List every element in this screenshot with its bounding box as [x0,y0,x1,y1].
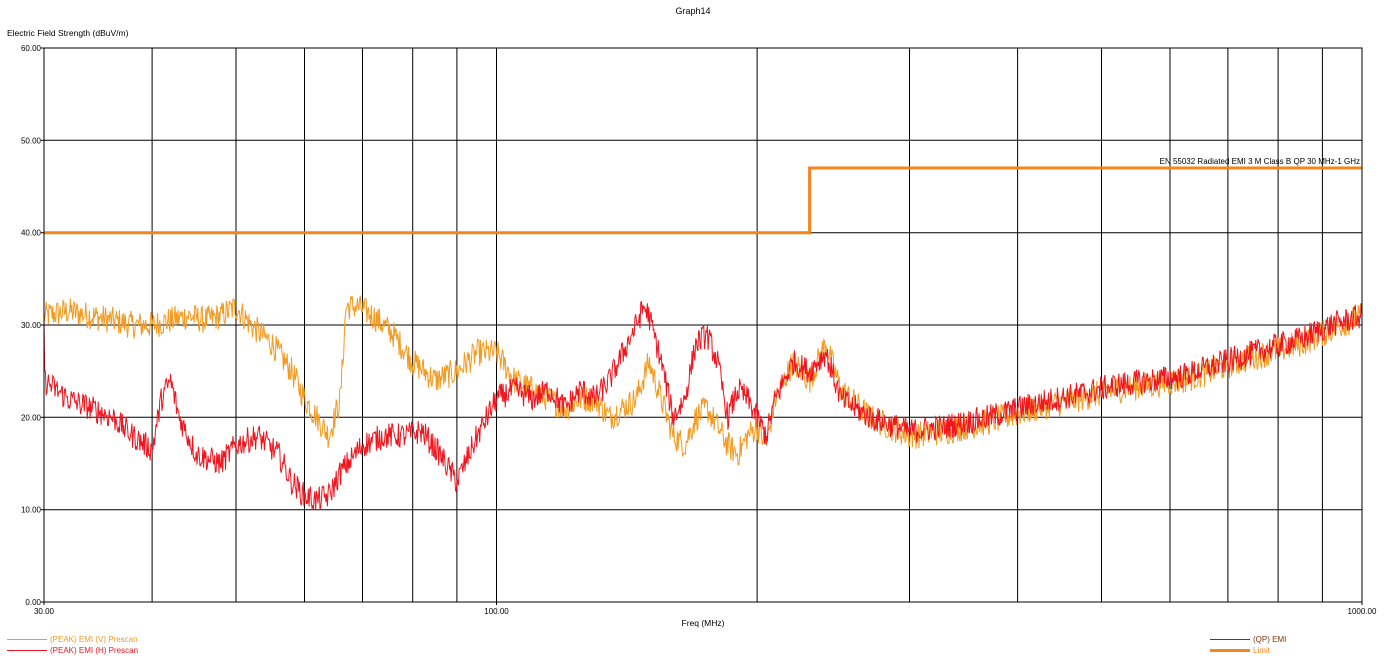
legend-swatch-peak-v [7,639,47,641]
y-tick-label: 0.00 [25,598,41,607]
y-axis-label: Electric Field Strength (dBuV/m) [7,28,129,38]
chart-title: Graph14 [675,6,710,16]
legend-item-peak-h: (PEAK) EMI (H) Prescan [7,647,138,655]
series-line-peak-v-prescan [43,295,1363,466]
x-tick-label: 100.00 [484,607,509,616]
series-line-limit [44,166,1362,235]
y-tick-label: 10.00 [21,506,42,515]
legend-item-peak-v: (PEAK) EMI (V) Prescan [7,636,138,644]
legend-swatch-peak-h [7,650,47,652]
x-tick-label: 30.00 [34,607,55,616]
x-axis-label: Freq (MHz) [682,618,725,628]
x-tick-label: 1000.00 [1348,607,1377,616]
y-tick-label: 60.00 [21,44,42,53]
limit-label: EN 55032 Radiated EMI 3 M Class B QP 30 … [1160,157,1360,166]
y-tick-label: 50.00 [21,136,42,145]
legend-label-peak-h: (PEAK) EMI (H) Prescan [50,646,139,655]
series-line-peak-h-prescan [43,300,1363,511]
legend-swatch-limit [1210,649,1250,653]
legend-label-qp: (QP) EMI [1253,635,1287,644]
y-tick-label: 40.00 [21,229,42,238]
plot-frame [43,47,1363,603]
y-tick-label: 20.00 [21,413,42,422]
legend-item-qp: (QP) EMI [1210,636,1286,644]
y-tick-label: 30.00 [21,321,42,330]
legend-label-limit: Limit [1253,646,1270,655]
legend-label-peak-v: (PEAK) EMI (V) Prescan [50,635,138,644]
legend-swatch-qp [1210,639,1250,641]
legend-item-limit: Limit [1210,647,1270,655]
